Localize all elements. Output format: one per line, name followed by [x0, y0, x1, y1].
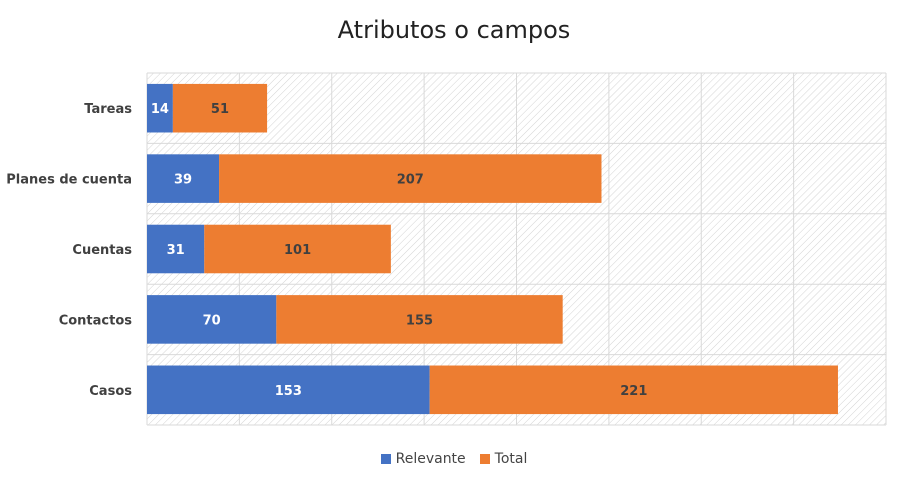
- chart-title: Atributos o campos: [337, 16, 571, 44]
- category-label: Cuentas: [72, 243, 132, 258]
- legend-item-relevante: Relevante: [380, 451, 466, 467]
- bar-total-cuentas: [204, 224, 391, 274]
- data-label: 221: [620, 384, 647, 399]
- bar-total-casos: [429, 365, 838, 415]
- data-label: 207: [397, 173, 424, 188]
- bar-relevante-tareas: [147, 83, 173, 133]
- data-label: 101: [284, 243, 311, 258]
- legend-label-relevante: Relevante: [395, 451, 466, 467]
- data-label: 51: [211, 102, 229, 117]
- bar-relevante-cuentas: [147, 224, 205, 274]
- legend-swatch-relevante: [380, 454, 391, 464]
- bar-relevante-contactos: [147, 295, 277, 344]
- bar-total-planes-de-cuenta: [219, 154, 602, 203]
- data-label: 70: [203, 313, 221, 328]
- legend-swatch-total: [479, 454, 490, 464]
- bar-relevante-casos: [147, 365, 430, 415]
- data-label: 31: [167, 243, 185, 258]
- data-label: 153: [275, 384, 302, 399]
- category-label: Planes de cuenta: [6, 173, 132, 188]
- category-label: Casos: [89, 384, 132, 399]
- bar-total-contactos: [276, 295, 563, 344]
- data-label: 14: [151, 102, 169, 117]
- bar-total-tareas: [172, 83, 268, 133]
- data-label: 155: [406, 313, 433, 328]
- chart-legend: Relevante Total: [0, 451, 908, 467]
- category-label: Tareas: [84, 102, 132, 117]
- legend-item-total: Total: [479, 451, 528, 467]
- category-label: Contactos: [59, 313, 133, 328]
- bar-relevante-planes-de-cuenta: [147, 154, 220, 203]
- data-label: 39: [174, 173, 192, 188]
- legend-label-total: Total: [494, 451, 528, 467]
